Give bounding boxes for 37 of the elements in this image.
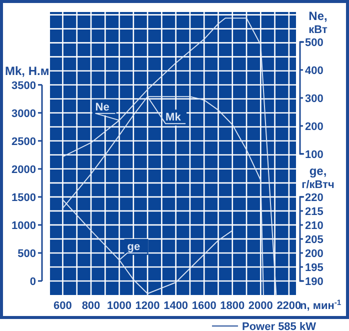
y3-tick-label: 195 bbox=[305, 262, 324, 274]
y2-tick-label: 100 bbox=[305, 148, 324, 161]
y-axis-title: Mk, Н.м bbox=[5, 64, 50, 78]
x-axis-title: n, мин$^{-1}$ bbox=[300, 298, 342, 312]
series-label: Mk bbox=[166, 112, 182, 124]
y3-axis-title: ge, г/кВтч bbox=[302, 164, 334, 191]
y3-tick-label: 220 bbox=[305, 192, 324, 204]
y3-tick-label: 215 bbox=[305, 206, 324, 218]
x-tick-label: 800 bbox=[82, 300, 100, 312]
y3-tick-label: 210 bbox=[305, 220, 324, 232]
x-tick-label: 2200 bbox=[276, 300, 302, 312]
x-tick-label: 1200 bbox=[135, 300, 160, 312]
y-tick-label: 500 bbox=[18, 248, 36, 260]
y3-tick-label: 205 bbox=[305, 234, 324, 246]
x-tick-label: 1400 bbox=[164, 300, 188, 312]
y2-axis-title: Ne, кВт bbox=[308, 8, 328, 36]
y-tick-label: 3000 bbox=[12, 108, 36, 120]
y-tick-label: 1500 bbox=[12, 192, 36, 204]
y-tick-label: 1000 bbox=[12, 220, 36, 232]
series-label: ge bbox=[127, 240, 140, 253]
x-tick-label: 600 bbox=[54, 300, 72, 312]
y2-tick-label: 300 bbox=[305, 92, 324, 105]
y-tick-label: 3500 bbox=[12, 80, 36, 92]
y-tick-label: 2500 bbox=[12, 136, 36, 148]
y3-tick-label: 200 bbox=[305, 248, 324, 260]
x-tick-label: 1800 bbox=[220, 300, 245, 312]
x-tick-label: 1000 bbox=[107, 300, 132, 312]
y2-tick-label: 400 bbox=[305, 64, 324, 77]
text: Power 585 kW bbox=[242, 321, 317, 331]
x-tick-label: 1600 bbox=[192, 300, 216, 312]
y-tick-label: 2000 bbox=[12, 164, 36, 176]
y2-tick-label: 500 bbox=[305, 36, 324, 49]
y2-tick-label: 200 bbox=[305, 120, 324, 133]
x-tick-label: 2000 bbox=[248, 300, 273, 312]
series-label: Ne bbox=[95, 101, 110, 114]
y-tick-label: 0 bbox=[30, 276, 36, 288]
y3-tick-label: 190 bbox=[305, 276, 324, 288]
